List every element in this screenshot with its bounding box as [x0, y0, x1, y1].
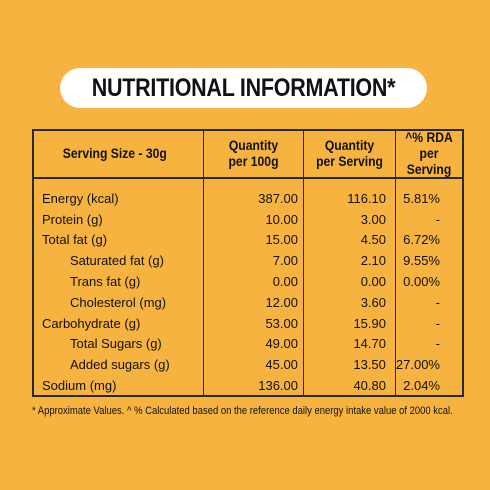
- value-per-serving: 3.60: [360, 294, 386, 310]
- nutrient-name: Carbohydrate (g): [42, 315, 141, 331]
- nutrient-name: Energy (kcal): [42, 190, 119, 206]
- value-rda: -: [435, 211, 440, 227]
- value-rda: 2.04%: [403, 378, 440, 394]
- table-row: Carbohydrate (g) 53.00 15.90 -: [34, 313, 462, 334]
- table-row: Saturated fat (g) 7.00 2.10 9.55%: [34, 250, 462, 271]
- value-rda: -: [435, 294, 440, 310]
- table-row: Total Sugars (g) 49.00 14.70 -: [34, 334, 462, 355]
- footnote: * Approximate Values. ^ % Calculated bas…: [32, 405, 453, 417]
- header-quantity-per-100g: Quantity per 100g: [204, 131, 304, 177]
- value-per-serving: 116.10: [347, 190, 386, 206]
- value-rda: 0.00%: [403, 274, 440, 290]
- value-per-100g: 136.00: [258, 378, 298, 394]
- header-quantity-per-serving: Quantity per Serving: [304, 131, 396, 177]
- header-rda-per-serving: ^% RDA per Serving: [405, 130, 453, 177]
- table-row: Protein (g) 10.00 3.00 -: [34, 209, 462, 230]
- value-rda: -: [435, 336, 440, 352]
- value-rda: 27.00%: [395, 357, 440, 373]
- nutrient-name: Total Sugars (g): [70, 336, 162, 352]
- value-rda: -: [435, 315, 440, 331]
- value-per-serving: 14.70: [353, 336, 386, 352]
- value-per-serving: 15.90: [353, 315, 386, 331]
- table-body-columns: [34, 179, 462, 397]
- value-per-serving: 3.00: [360, 211, 386, 227]
- table-row: Trans fat (g) 0.00 0.00 0.00%: [34, 271, 462, 292]
- value-rda: 5.81%: [403, 190, 440, 206]
- table-rows: Energy (kcal) 387.00 116.10 5.81% Protein (g…: [34, 188, 462, 396]
- value-per-serving: 13.50: [353, 357, 386, 373]
- value-rda: 6.72%: [403, 232, 440, 248]
- value-per-serving: 40.80: [353, 378, 386, 394]
- nutrient-name: Sodium (mg): [42, 378, 117, 394]
- nutrient-name: Total fat (g): [42, 232, 108, 248]
- value-per-serving: 4.50: [360, 232, 386, 248]
- value-per-100g: 0.00: [272, 274, 298, 290]
- value-per-100g: 15.00: [265, 232, 298, 248]
- nutrition-table: Serving Size - 30g Quantity per 100g Qua…: [32, 129, 464, 397]
- table-row: Sodium (mg) 136.00 40.80 2.04%: [34, 375, 462, 396]
- value-per-serving: 0.00: [360, 274, 386, 290]
- nutrient-name: Added sugars (g): [70, 357, 170, 373]
- value-per-100g: 49.00: [265, 336, 298, 352]
- value-per-100g: 7.00: [272, 253, 298, 269]
- table-row: Total fat (g) 15.00 4.50 6.72%: [34, 230, 462, 251]
- value-per-100g: 12.00: [265, 294, 298, 310]
- nutrient-name: Protein (g): [42, 211, 103, 227]
- nutrient-name: Saturated fat (g): [70, 253, 164, 269]
- value-rda: 9.55%: [403, 253, 440, 269]
- value-per-100g: 387.00: [258, 190, 298, 206]
- table-row: Cholesterol (mg) 12.00 3.60 -: [34, 292, 462, 313]
- table-row: Added sugars (g) 45.00 13.50 27.00%: [34, 354, 462, 375]
- nutrient-name: Trans fat (g): [70, 274, 141, 290]
- value-per-serving: 2.10: [360, 253, 386, 269]
- table-row: Energy (kcal) 387.00 116.10 5.81%: [34, 188, 462, 209]
- value-per-100g: 10.00: [265, 211, 298, 227]
- table-header: Serving Size - 30g Quantity per 100g Qua…: [34, 130, 462, 179]
- header-serving-size: Serving Size - 30g: [34, 131, 204, 177]
- page-title: NUTRITIONAL INFORMATION*: [91, 73, 396, 102]
- title-banner: NUTRITIONAL INFORMATION*: [60, 68, 427, 108]
- nutrient-name: Cholesterol (mg): [70, 294, 167, 310]
- value-per-100g: 45.00: [265, 357, 298, 373]
- value-per-100g: 53.00: [265, 315, 298, 331]
